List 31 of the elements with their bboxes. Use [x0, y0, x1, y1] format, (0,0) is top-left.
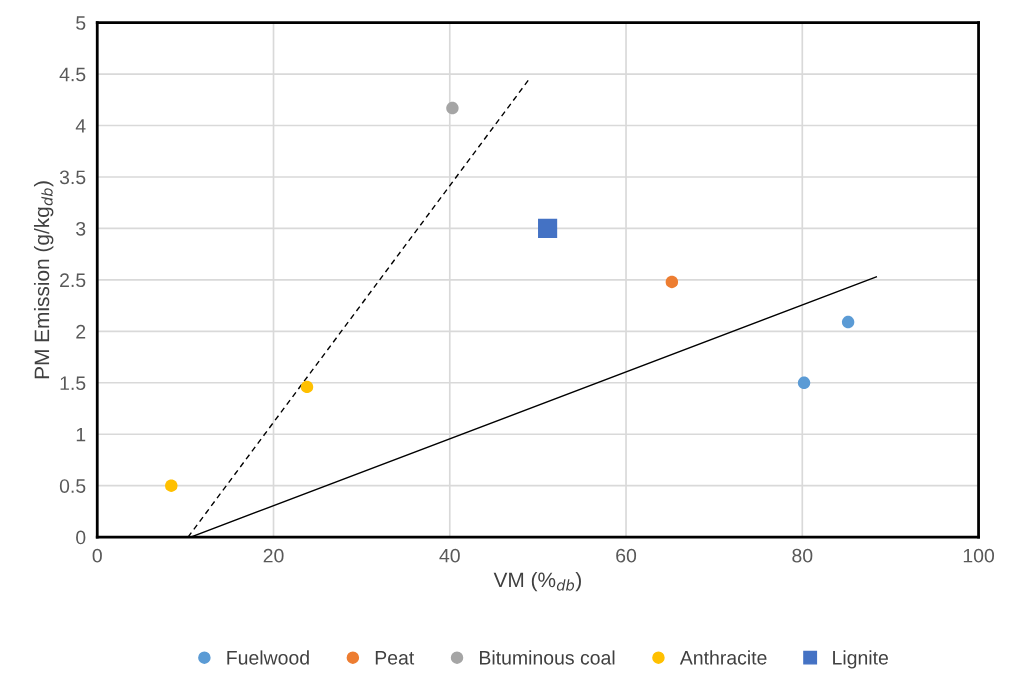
x-tick-label: 0 — [92, 548, 102, 563]
y-tick-label: 2 — [76, 324, 86, 339]
legend-label: Lignite — [833, 650, 888, 669]
x-tick-label: 100 — [963, 548, 995, 563]
y-tick-label: 4.5 — [59, 67, 86, 82]
y-tick-label: 3.5 — [59, 170, 86, 185]
legend-label: Fuelwood — [227, 650, 309, 665]
x-tick-label: 60 — [616, 548, 637, 563]
x-tick-label: 80 — [792, 548, 813, 563]
point — [797, 376, 811, 389]
point — [665, 275, 679, 289]
legend-label: Anthracite — [679, 650, 767, 665]
point — [165, 479, 178, 492]
x-tick-label: 20 — [263, 548, 284, 563]
y-tick-label: 5 — [76, 16, 86, 30]
y-tick-label: 0.5 — [59, 479, 86, 493]
y-tick-label: 1 — [76, 427, 86, 442]
y-tick-label: 1.5 — [60, 376, 86, 391]
legend-label: Peat — [375, 651, 415, 665]
point — [538, 218, 558, 239]
y-tick-label: 0 — [76, 530, 86, 545]
y-tick-label: 3 — [76, 221, 86, 236]
y-tick-label: 4 — [75, 119, 86, 133]
x-tick-label: 40 — [439, 548, 460, 563]
point — [841, 315, 855, 329]
legend-label: Bituminous coal — [480, 650, 615, 665]
y-axis-title: PM Emission (g/kg$_{db}$) — [33, 181, 54, 379]
y-tick-label: 2.5 — [60, 273, 86, 288]
x-axis-title: VM (%$_{db}$) — [493, 571, 581, 592]
point — [300, 380, 314, 394]
point — [446, 101, 459, 115]
